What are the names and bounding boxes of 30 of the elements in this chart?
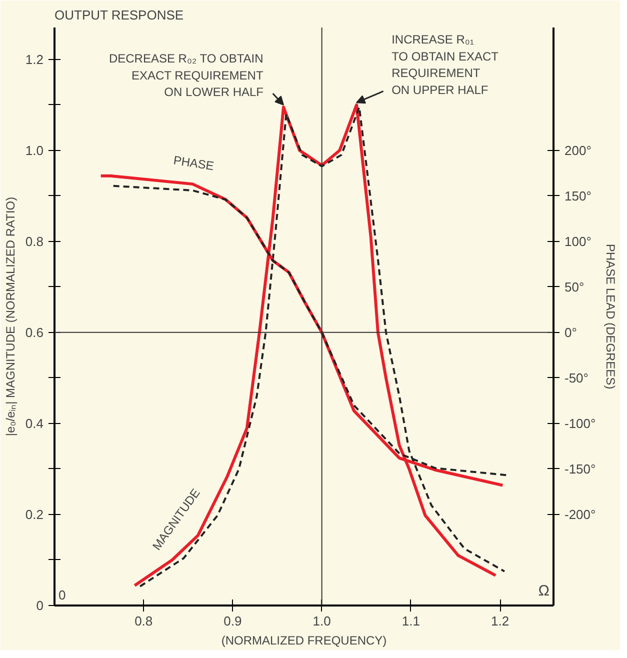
x-tick-label: 1.1 bbox=[402, 614, 420, 628]
annotation: Ω bbox=[538, 582, 550, 600]
y-tick-label: 0 bbox=[36, 598, 44, 613]
y-tick-label: 0.8 bbox=[25, 234, 44, 249]
x-axis-title: (NORMALIZED FREQUENCY) bbox=[221, 634, 387, 648]
annotation: DECREASE R₀₂ TO OBTAIN EXACT REQUIREMENT ON LOWER HALF bbox=[108, 52, 264, 100]
annotation: 0 bbox=[58, 588, 66, 602]
x-tick-label: 1.2 bbox=[491, 614, 510, 628]
y-tick-label: 0.2 bbox=[25, 506, 44, 522]
y2-tick-label: 0° bbox=[564, 324, 577, 340]
chart-title: OUTPUT RESPONSE bbox=[54, 8, 184, 22]
y2-tick-label: 100° bbox=[564, 234, 592, 249]
annotation: INCREASE R₀₁ TO OBTAIN EXACT REQUIREMENT ON UPPER HALF bbox=[392, 32, 500, 97]
y2-tick-label: -150° bbox=[564, 461, 596, 476]
y2-tick-label: 150° bbox=[564, 188, 592, 204]
x-tick-label: 0.9 bbox=[224, 614, 242, 628]
x-tick-label: 0.8 bbox=[134, 614, 153, 628]
text: PHASE bbox=[172, 153, 215, 174]
y-tick-label: 0.6 bbox=[25, 324, 44, 340]
y2-tick-label: 200° bbox=[564, 142, 592, 158]
y-axis-title: |e₀/eᵢₙ| MAGNITUDE (NORMALIZED RATIO) bbox=[3, 196, 18, 436]
y-tick-label: 0.4 bbox=[25, 416, 44, 431]
y-tick-label: 1.0 bbox=[25, 142, 44, 158]
x-tick-label: 1.0 bbox=[312, 614, 331, 628]
y2-axis-title: PHASE LEAD (DEGREES) bbox=[604, 244, 618, 390]
y2-tick-label: -50° bbox=[564, 370, 588, 386]
y-tick-label: 1.2 bbox=[25, 52, 44, 67]
y2-tick-label: -100° bbox=[564, 416, 596, 431]
y2-tick-label: -200° bbox=[564, 506, 596, 522]
y2-tick-label: 50° bbox=[564, 279, 584, 294]
